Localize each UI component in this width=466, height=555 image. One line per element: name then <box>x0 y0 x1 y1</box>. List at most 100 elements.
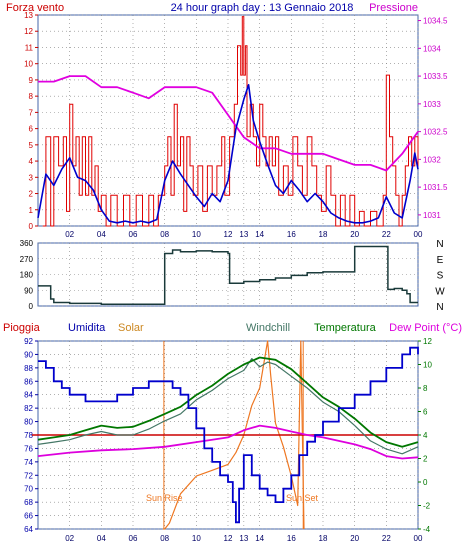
p3-left-tick-label-3: 70 <box>24 485 33 494</box>
grid-layer <box>38 14 419 530</box>
title-pressure: Pressione <box>369 2 418 14</box>
p3-x-tick-label-7: 14 <box>255 534 264 543</box>
p3-left-tick-label-10: 84 <box>24 391 33 400</box>
p1-left-tick-label-9: 9 <box>29 76 34 85</box>
label-temperatura: Temperatura <box>314 322 377 334</box>
p2-compass-label-4: N <box>436 239 443 250</box>
p1-left-tick-label-10: 10 <box>24 60 33 69</box>
p1-right-tick-label-1: 1031.5 <box>423 183 448 192</box>
label-dew-point: Dew Point (°C) <box>389 322 462 334</box>
series-dew-point <box>37 424 419 460</box>
p3-left-tick-label-9: 82 <box>24 404 33 413</box>
p3-left-tick-label-8: 80 <box>24 418 33 427</box>
p1-right-tick-label-2: 1032 <box>423 155 441 164</box>
p3-right-tick-label-3: 2 <box>423 455 428 464</box>
p1-right-tick-label-3: 1032.5 <box>423 128 448 137</box>
series-temperature <box>37 356 419 448</box>
p1-x-tick-label-2: 06 <box>129 230 138 239</box>
p1-left-tick-label-2: 2 <box>29 190 34 199</box>
p1-left-tick-label-7: 7 <box>29 108 34 117</box>
p3-left-tick-label-12: 88 <box>24 364 33 373</box>
p2-left-tick-label-0: 0 <box>29 302 34 311</box>
series-wind-gust <box>42 16 419 227</box>
p1-left-tick-label-5: 5 <box>29 141 34 150</box>
p1-x-tick-label-12: 00 <box>414 230 423 239</box>
p3-x-tick-label-3: 08 <box>160 534 169 543</box>
title-wind: Forza vento <box>6 2 64 14</box>
p3-right-tick-label-4: 4 <box>423 431 428 440</box>
p3-right-tick-label-2: 0 <box>423 478 428 487</box>
p1-left-tick-label-1: 1 <box>29 206 34 215</box>
p1-left-tick-label-12: 12 <box>24 27 33 36</box>
p3-x-tick-label-5: 12 <box>224 534 233 543</box>
p1-x-tick-label-11: 22 <box>382 230 391 239</box>
label-umidita: Umidita <box>68 322 106 334</box>
p1-x-tick-label-4: 10 <box>192 230 201 239</box>
p3-x-tick-label-9: 18 <box>319 534 328 543</box>
p3-x-tick-label-10: 20 <box>350 534 359 543</box>
p1-x-tick-label-8: 16 <box>287 230 296 239</box>
label-pioggia: Pioggia <box>3 322 41 334</box>
p1-x-tick-label-1: 04 <box>97 230 106 239</box>
p3-x-tick-label-4: 10 <box>192 534 201 543</box>
p1-x-tick-label-7: 14 <box>255 230 264 239</box>
p3-x-tick-label-0: 02 <box>65 534 74 543</box>
series-windchill <box>37 358 419 455</box>
p2-compass-label-0: N <box>436 302 443 313</box>
p3-left-tick-label-4: 72 <box>24 471 33 480</box>
p3-right-tick-label-1: -2 <box>423 502 431 511</box>
p1-x-tick-label-6: 13 <box>239 230 248 239</box>
data-layer <box>37 16 419 530</box>
p3-x-tick-label-12: 00 <box>414 534 423 543</box>
p3-x-tick-label-8: 16 <box>287 534 296 543</box>
p3-left-tick-label-11: 86 <box>24 377 33 386</box>
p1-left-tick-label-8: 8 <box>29 92 34 101</box>
series-wind-direction <box>38 245 418 306</box>
p3-left-tick-label-0: 64 <box>24 525 33 534</box>
p2-left-tick-label-2: 180 <box>20 271 34 280</box>
p3-right-tick-label-6: 8 <box>423 384 428 393</box>
p3-left-tick-label-14: 92 <box>24 337 33 346</box>
p1-right-tick-label-4: 1033 <box>423 100 441 109</box>
p3-left-tick-label-2: 68 <box>24 498 33 507</box>
p3-x-tick-label-1: 04 <box>97 534 106 543</box>
p1-left-tick-label-4: 4 <box>29 157 34 166</box>
series-wind-avg <box>37 84 419 224</box>
label-windchill: Windchill <box>246 322 290 334</box>
title-date: 24 hour graph day : 13 Gennaio 2018 <box>171 2 354 14</box>
p1-left-tick-label-6: 6 <box>29 125 34 134</box>
p3-x-tick-label-11: 22 <box>382 534 391 543</box>
p1-left-tick-label-3: 3 <box>29 173 34 182</box>
p3-left-tick-label-13: 90 <box>24 350 33 359</box>
p3-x-tick-label-2: 06 <box>129 534 138 543</box>
p3-left-tick-label-7: 78 <box>24 431 33 440</box>
p1-left-tick-label-13: 13 <box>24 11 33 20</box>
p1-right-tick-label-5: 1033.5 <box>423 72 448 81</box>
label-solar: Solar <box>118 322 144 334</box>
p2-left-tick-label-4: 360 <box>20 239 34 248</box>
p2-compass-label-3: E <box>437 255 444 266</box>
p1-x-tick-label-10: 20 <box>350 230 359 239</box>
p3-x-tick-label-6: 13 <box>239 534 248 543</box>
sun-set-label: Sun Set <box>286 493 319 503</box>
p3-right-tick-label-7: 10 <box>423 361 432 370</box>
p2-compass-label-1: W <box>435 286 445 297</box>
p3-left-tick-label-5: 74 <box>24 458 33 467</box>
p1-x-tick-label-3: 08 <box>160 230 169 239</box>
p1-right-tick-label-6: 1034 <box>423 44 441 53</box>
p1-right-tick-label-0: 1031 <box>423 211 441 220</box>
p2-compass-label-2: S <box>437 271 444 282</box>
p3-right-tick-label-8: 12 <box>423 337 432 346</box>
p2-left-tick-label-3: 270 <box>20 255 34 264</box>
p1-left-tick-label-11: 11 <box>25 43 34 52</box>
p1-x-tick-label-0: 02 <box>65 230 74 239</box>
p1-left-tick-label-0: 0 <box>29 222 34 231</box>
p3-right-tick-label-0: -4 <box>423 525 431 534</box>
p3-left-tick-label-6: 76 <box>24 444 33 453</box>
p1-x-tick-label-5: 12 <box>224 230 233 239</box>
p2-left-tick-label-1: 90 <box>24 286 33 295</box>
series-humidity <box>38 346 419 524</box>
p3-left-tick-label-1: 66 <box>24 512 33 521</box>
